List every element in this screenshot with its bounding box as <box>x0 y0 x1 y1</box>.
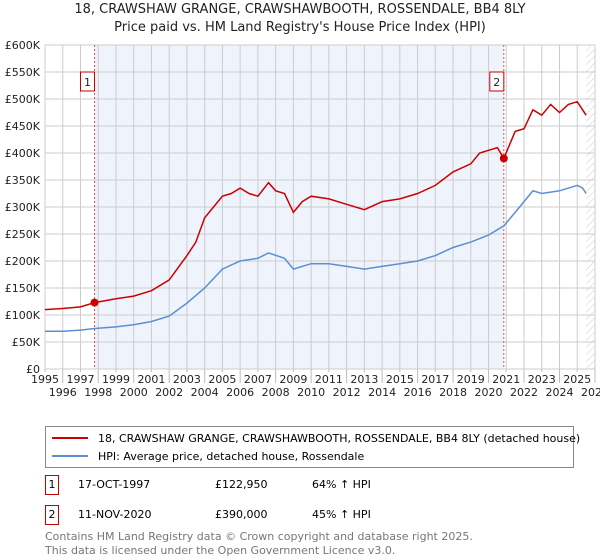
x-tick-label: 1995 <box>31 373 59 386</box>
x-tick-label: 2004 <box>191 386 219 399</box>
footer-licence: This data is licensed under the Open Gov… <box>45 544 396 557</box>
legend-swatch-blue <box>52 455 88 457</box>
plot-area: 1995199619971998199920002001200220032004… <box>5 39 600 399</box>
x-tick-label: 2018 <box>439 386 467 399</box>
x-tick-label: 2026 <box>581 386 600 399</box>
x-tick-label: 2021 <box>492 373 520 386</box>
sale-date: 11-NOV-2020 <box>78 508 152 521</box>
x-tick-label: 2009 <box>279 373 307 386</box>
x-tick-label: 2012 <box>333 386 361 399</box>
legend-label: 18, CRAWSHAW GRANGE, CRAWSHAWBOOTH, ROSS… <box>98 431 581 445</box>
y-tick-label: £150K <box>5 282 41 295</box>
sale-label-box <box>489 71 505 92</box>
y-tick-label: £100K <box>5 309 41 322</box>
x-tick-label: 2010 <box>297 386 325 399</box>
y-tick-label: £500K <box>5 93 41 106</box>
sale-price: £122,950 <box>215 478 268 491</box>
sale-hpi: 64% ↑ HPI <box>312 478 371 491</box>
legend-item-hpi: HPI: Average price, detached house, Ross… <box>46 448 364 464</box>
x-tick-label: 2015 <box>386 373 414 386</box>
y-tick-label: £450K <box>5 120 41 133</box>
sale-badge: 1 <box>45 475 59 495</box>
x-tick-label: 2002 <box>155 386 183 399</box>
sale-badge: 2 <box>45 505 59 525</box>
x-tick-label: 2013 <box>350 373 378 386</box>
y-tick-label: £200K <box>5 255 41 268</box>
y-tick-label: £0 <box>26 363 40 376</box>
sale-label-box <box>80 71 95 92</box>
y-tick-label: £300K <box>5 201 41 214</box>
y-tick-label: £350K <box>5 174 41 187</box>
y-tick-label: £600K <box>5 39 41 52</box>
x-tick-label: 1999 <box>102 373 130 386</box>
sale-row-1: 1 17-OCT-1997 £122,950 64% ↑ HPI <box>45 475 565 495</box>
legend-label: HPI: Average price, detached house, Ross… <box>98 449 365 463</box>
x-tick-label: 2014 <box>368 386 396 399</box>
sale-hpi: 45% ↑ HPI <box>312 508 371 521</box>
x-tick-label: 2001 <box>137 373 165 386</box>
sale-point <box>499 154 508 163</box>
chart-title: 18, CRAWSHAW GRANGE, CRAWSHAWBOOTH, ROSS… <box>74 2 526 17</box>
legend-item-property: 18, CRAWSHAW GRANGE, CRAWSHAWBOOTH, ROSS… <box>46 430 580 446</box>
y-tick-label: £400K <box>5 147 41 160</box>
x-tick-label: 2011 <box>315 373 343 386</box>
x-tick-label: 2023 <box>528 373 556 386</box>
x-tick-label: 2020 <box>475 386 503 399</box>
x-tick-label: 2000 <box>120 386 148 399</box>
sale-label: 1 <box>84 76 91 89</box>
sale-price: £390,000 <box>215 508 268 521</box>
legend-swatch-red <box>52 437 88 439</box>
series-line <box>44 100 587 311</box>
sale-row-2: 2 11-NOV-2020 £390,000 45% ↑ HPI <box>45 505 565 525</box>
footer-copyright: Contains HM Land Registry data © Crown c… <box>45 530 473 543</box>
sale-point <box>90 298 99 307</box>
x-tick-label: 2007 <box>244 373 272 386</box>
x-tick-label: 2022 <box>510 386 538 399</box>
chart-subtitle: Price paid vs. HM Land Registry's House … <box>114 20 486 35</box>
x-tick-label: 2006 <box>226 386 254 399</box>
sale-label: 2 <box>493 76 500 89</box>
x-tick-label: 2025 <box>563 373 591 386</box>
y-tick-label: £250K <box>5 228 41 241</box>
sale-date: 17-OCT-1997 <box>78 478 151 491</box>
x-tick-label: 2003 <box>173 373 201 386</box>
x-tick-label: 1998 <box>84 386 112 399</box>
x-tick-label: 2008 <box>262 386 290 399</box>
x-tick-label: 2005 <box>208 373 236 386</box>
x-tick-label: 2019 <box>457 373 485 386</box>
x-tick-label: 2024 <box>546 386 574 399</box>
x-tick-label: 2017 <box>421 373 449 386</box>
y-tick-label: £550K <box>5 66 41 79</box>
series-line <box>45 184 587 332</box>
x-tick-label: 1996 <box>49 386 77 399</box>
legend: 18, CRAWSHAW GRANGE, CRAWSHAWBOOTH, ROSS… <box>45 426 580 468</box>
y-tick-label: £50K <box>12 336 41 349</box>
x-tick-label: 1997 <box>66 373 94 386</box>
x-tick-label: 2016 <box>404 386 432 399</box>
